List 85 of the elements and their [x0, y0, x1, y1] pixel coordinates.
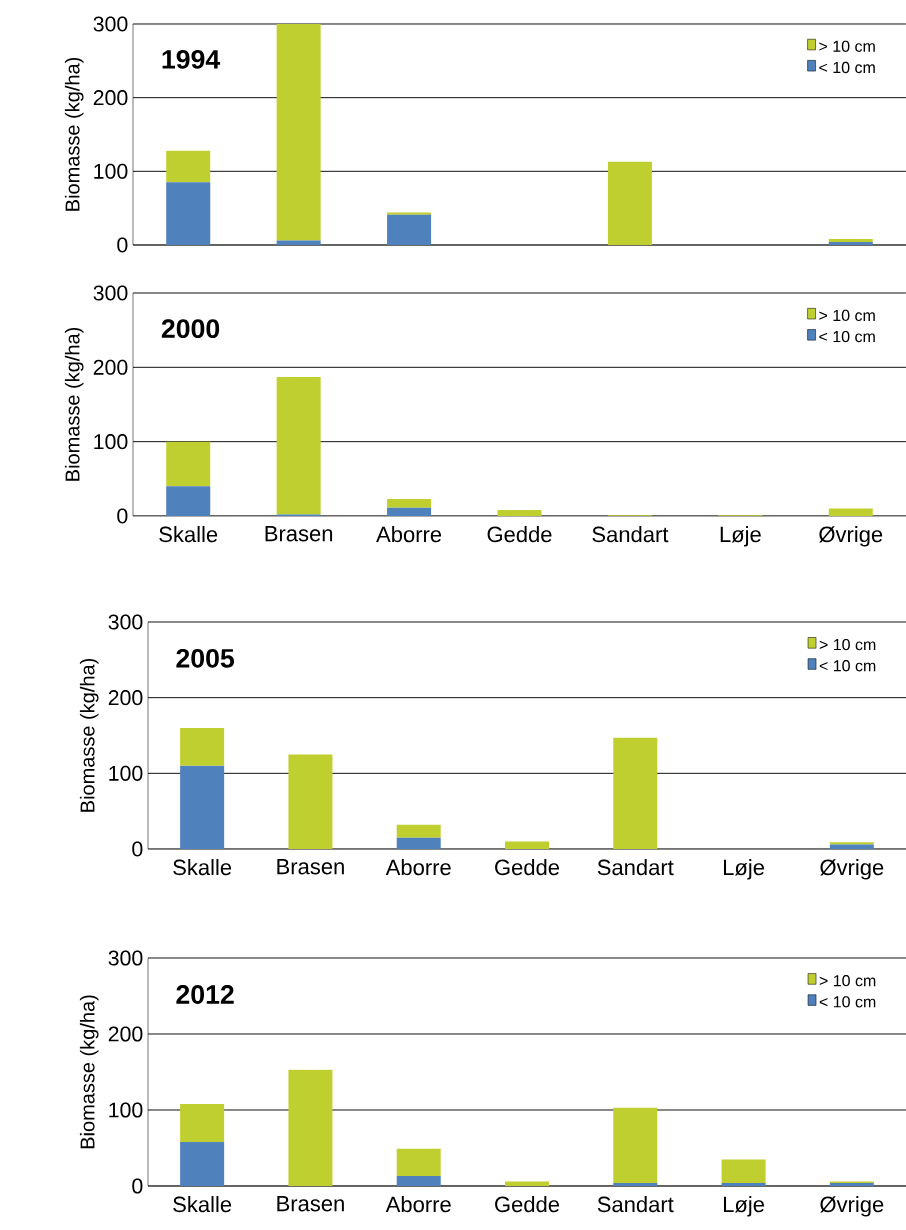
bar	[386, 507, 431, 516]
bar	[607, 161, 652, 245]
bar	[396, 1148, 441, 1177]
y-tick-label: 100	[109, 765, 143, 781]
y-axis-title: Biomasse (kg/ha)	[64, 57, 84, 211]
bar	[721, 1182, 766, 1186]
bar	[721, 1159, 766, 1183]
y-axis-title: Biomasse (kg/ha)	[79, 995, 99, 1149]
x-tick-label: Brasen	[277, 859, 344, 875]
bar	[396, 824, 441, 838]
bar	[829, 844, 874, 849]
x-tick-label: Gedde	[487, 526, 552, 543]
x-tick-label: Sandart	[597, 1196, 674, 1213]
y-tick-label: 0	[117, 508, 128, 524]
bar	[497, 510, 542, 516]
bar	[828, 508, 873, 516]
y-tick-label: 200	[108, 1026, 143, 1042]
text: 2005	[176, 648, 234, 668]
x-tick-label: Øvrige	[819, 1196, 884, 1217]
legend-label: > 10 cm	[819, 40, 875, 52]
bar	[386, 214, 431, 245]
y-tick-label: 0	[117, 237, 128, 253]
bar	[166, 486, 210, 516]
y-tick-label: 200	[93, 90, 128, 106]
bar	[166, 182, 210, 245]
y-tick-label: 0	[132, 1178, 143, 1194]
y-tick-label: 300	[108, 950, 143, 966]
bar	[179, 765, 224, 849]
x-tick-label: Aborre	[375, 526, 441, 543]
legend-label: < 10 cm	[819, 660, 876, 672]
x-tick-label: Øvrige	[819, 859, 884, 880]
x-tick-label: Aborre	[385, 859, 451, 876]
bar	[179, 727, 224, 766]
bar	[179, 1141, 224, 1186]
legend-label: > 10 cm	[819, 309, 875, 322]
x-tick-label: Skalle	[172, 1196, 231, 1213]
x-tick-label: Sandart	[592, 526, 669, 543]
bar	[504, 1181, 549, 1186]
x-tick-label: Gedde	[494, 1196, 559, 1213]
x-tick-label: Brasen	[277, 1196, 344, 1212]
legend-label: < 10 cm	[819, 996, 876, 1008]
y-axis-title: Biomasse (kg/ha)	[64, 327, 84, 481]
y-tick-label: 200	[108, 690, 143, 706]
x-tick-label: Løje	[723, 859, 764, 880]
bar	[396, 1176, 441, 1186]
y-tick-label: 100	[94, 434, 128, 450]
x-tick-label: Aborre	[385, 1196, 451, 1213]
y-tick-label: 100	[109, 1102, 143, 1118]
x-tick-label: Skalle	[172, 859, 231, 876]
x-tick-label: Brasen	[265, 526, 332, 542]
x-tick-label: Løje	[723, 1196, 764, 1217]
y-tick-label: 300	[108, 614, 143, 630]
bar	[288, 754, 333, 849]
bar	[386, 212, 431, 215]
bar	[276, 240, 321, 245]
bar	[288, 1069, 333, 1186]
bar	[613, 737, 658, 849]
y-tick-label: 300	[93, 285, 128, 301]
bar	[276, 376, 321, 515]
bar	[613, 1107, 658, 1183]
legend-label: < 10 cm	[819, 61, 875, 74]
text: 2000	[161, 319, 219, 339]
bar	[166, 441, 210, 487]
bar	[613, 1182, 658, 1186]
bar	[179, 1103, 224, 1142]
x-tick-label: Sandart	[597, 859, 674, 876]
x-tick-label: Løje	[720, 526, 761, 547]
text: 2012	[176, 985, 234, 1004]
legend-label: > 10 cm	[819, 975, 876, 987]
bar	[386, 498, 431, 508]
legend-label: > 10 cm	[819, 638, 876, 651]
x-tick-label: Øvrige	[818, 526, 882, 547]
y-tick-label: 100	[94, 163, 128, 179]
bar	[504, 841, 549, 849]
legend-label: < 10 cm	[819, 330, 875, 343]
y-axis-title: Biomasse (kg/ha)	[79, 658, 99, 812]
x-tick-label: Gedde	[494, 859, 559, 876]
y-tick-label: 300	[93, 16, 128, 32]
x-tick-label: Skalle	[159, 526, 217, 543]
bar	[276, 23, 321, 241]
text: 1994	[162, 49, 220, 69]
bar	[166, 150, 210, 183]
bar	[396, 837, 441, 849]
y-tick-label: 0	[132, 841, 143, 857]
y-tick-label: 200	[93, 359, 128, 375]
